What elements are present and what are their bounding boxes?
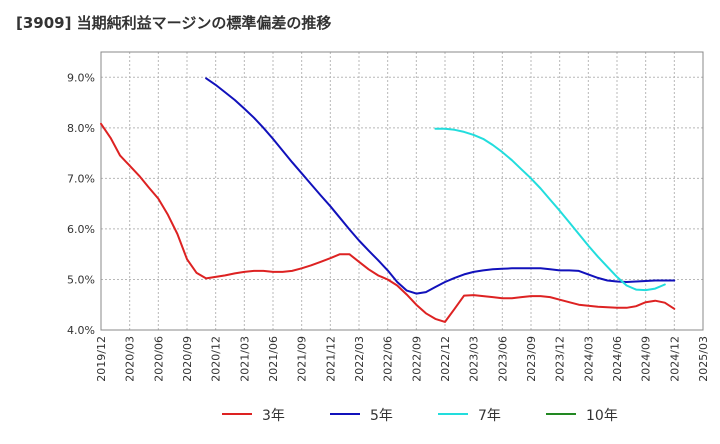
x-tick-label: 2023/09 <box>525 336 538 382</box>
series-line-7年 <box>434 127 666 292</box>
plot-area <box>101 52 703 330</box>
x-tick-label: 2020/09 <box>181 336 194 382</box>
x-tick-label: 2020/03 <box>124 336 137 382</box>
legend-label: 7年 <box>478 408 501 424</box>
x-tick-label: 2024/12 <box>668 336 681 382</box>
x-tick-label: 2023/03 <box>468 336 481 382</box>
series-line-5年 <box>205 77 676 295</box>
y-tick-label: 6.0% <box>67 223 95 236</box>
x-tick-label: 2023/06 <box>496 336 509 382</box>
legend-label: 10年 <box>586 408 618 424</box>
x-tick-label: 2023/12 <box>554 336 567 382</box>
y-tick-label: 8.0% <box>67 122 95 135</box>
x-tick-label: 2024/06 <box>611 336 624 382</box>
series-line-3年 <box>100 122 676 323</box>
y-tick-label: 5.0% <box>67 273 95 286</box>
legend-label: 3年 <box>262 408 285 424</box>
x-tick-label: 2020/06 <box>152 336 165 382</box>
y-tick-label: 9.0% <box>67 71 95 84</box>
x-tick-label: 2021/03 <box>238 336 251 382</box>
legend-label: 5年 <box>370 408 393 424</box>
plot-frame <box>100 51 704 331</box>
x-tick-label: 2022/06 <box>382 336 395 382</box>
x-tick-label: 2022/09 <box>410 336 423 382</box>
x-tick-label: 2025/03 <box>697 336 710 382</box>
chart-title: [3909] 当期純利益マージンの標準偏差の推移 <box>16 14 332 32</box>
x-tick-label: 2021/06 <box>267 336 280 382</box>
x-tick-label: 2021/12 <box>324 336 337 382</box>
x-tick-label: 2019/12 <box>95 336 108 382</box>
x-tick-label: 2024/09 <box>640 336 653 382</box>
x-tick-label: 2022/12 <box>439 336 452 382</box>
x-tick-label: 2024/03 <box>582 336 595 382</box>
y-tick-label: 7.0% <box>67 172 95 185</box>
x-tick-label: 2022/03 <box>353 336 366 382</box>
x-tick-label: 2020/12 <box>210 336 223 382</box>
x-tick-label: 2021/09 <box>296 336 309 382</box>
y-tick-label: 4.0% <box>67 324 95 337</box>
